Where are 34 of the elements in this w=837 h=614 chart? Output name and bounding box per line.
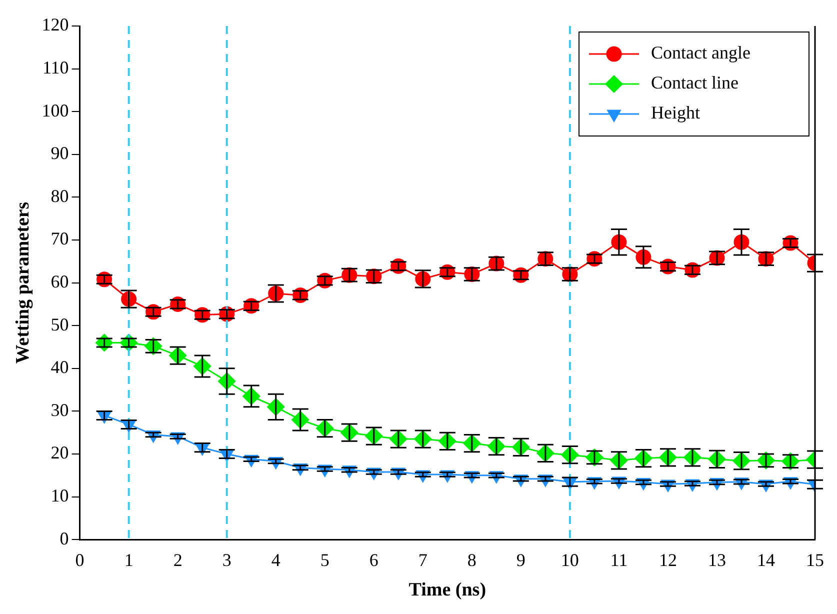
legend-label: Height (651, 102, 700, 123)
y-tick-label: 120 (42, 14, 69, 35)
x-tick-label: 3 (222, 550, 232, 570)
y-tick-label: 90 (50, 143, 69, 164)
y-tick-label: 40 (50, 357, 69, 378)
x-tick-label: 12 (658, 550, 677, 570)
x-tick-label: 4 (271, 550, 280, 570)
x-tick-label: 5 (320, 550, 330, 570)
y-tick-label: 80 (50, 186, 69, 206)
x-tick-label: 13 (708, 550, 726, 570)
x-tick-label: 2 (173, 550, 182, 570)
y-tick-label: 70 (50, 228, 69, 249)
x-tick-label: 8 (467, 550, 476, 570)
legend-label: Contact line (651, 72, 738, 93)
y-axis-title: Wetting parameters (12, 202, 34, 364)
x-tick-label: 6 (369, 550, 378, 570)
x-tick-label: 0 (75, 550, 84, 570)
y-tick-label: 30 (50, 400, 69, 420)
x-tick-label: 7 (418, 550, 428, 570)
y-tick-label: 0 (60, 528, 69, 548)
y-tick-label: 20 (50, 442, 69, 463)
y-tick-label: 50 (50, 314, 69, 334)
x-tick-label: 14 (756, 550, 775, 570)
y-tick-label: 100 (42, 100, 69, 120)
x-tick-label: 11 (610, 550, 628, 570)
y-tick-label: 60 (50, 272, 69, 292)
x-tick-label: 10 (560, 550, 579, 570)
x-tick-label: 15 (806, 550, 824, 570)
y-tick-label: 10 (50, 486, 69, 506)
x-axis-title: Time (ns) (408, 580, 486, 601)
legend-label: Contact angle (651, 42, 750, 63)
x-tick-label: 9 (516, 550, 526, 570)
x-tick-label: 1 (124, 550, 134, 570)
y-tick-label: 110 (42, 58, 69, 78)
